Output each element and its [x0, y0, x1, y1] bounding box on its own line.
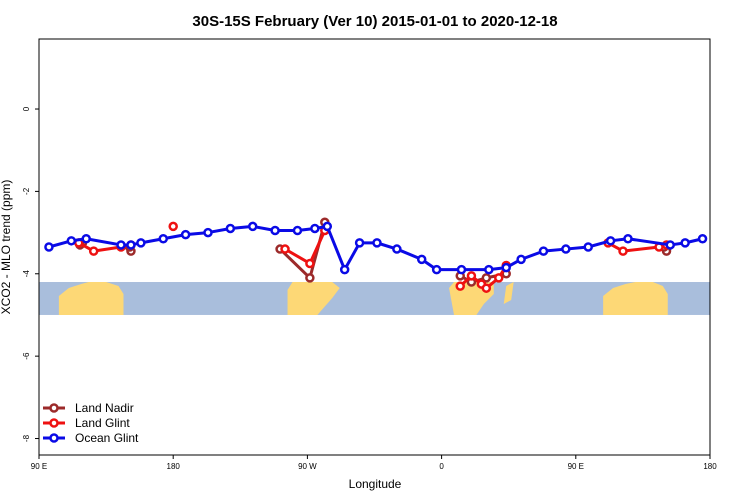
- ocean-glint-point: [44, 242, 54, 252]
- ocean-glint-point: [126, 240, 136, 250]
- ocean-glint-point: [680, 238, 690, 248]
- legend-land-nadir-label: Land Nadir: [75, 401, 134, 415]
- legend-ocean-glint-marker: [49, 433, 59, 443]
- ocean-glint-point: [665, 240, 675, 250]
- series-layer: [44, 217, 708, 293]
- land-glint-point: [88, 246, 99, 256]
- madagascar-shape: [503, 282, 514, 305]
- south-america-shape: [287, 282, 340, 315]
- ocean-glint-point: [354, 238, 365, 248]
- ocean-glint-point: [561, 244, 571, 254]
- ocean-glint-point: [623, 234, 633, 244]
- australia-right-shape: [603, 282, 668, 315]
- ocean-glint-point: [116, 240, 126, 250]
- y-tick-label: -8: [22, 434, 31, 442]
- ocean-glint-point: [292, 225, 303, 236]
- ocean-glint-point: [538, 246, 549, 256]
- x-axis-label: Longitude: [349, 477, 402, 491]
- legend-land-nadir-marker: [49, 403, 59, 413]
- ocean-glint-point: [66, 236, 77, 246]
- ocean-glint-point: [583, 242, 593, 252]
- y-tick-label: -6: [22, 352, 31, 360]
- ocean-glint-series: [44, 221, 708, 275]
- x-tick-label: 180: [167, 462, 181, 471]
- land-glint-point: [618, 246, 628, 256]
- land-nadir-point: [481, 273, 492, 283]
- ocean-glint-point: [605, 236, 616, 246]
- ocean-glint-point: [697, 234, 708, 244]
- y-axis: 0 -2 -4 -6 -8: [22, 106, 39, 442]
- ocean-glint-point: [322, 221, 333, 232]
- ocean-glint-point: [81, 234, 91, 244]
- ocean-glint-point: [339, 264, 350, 275]
- ocean-glint-point: [310, 223, 320, 234]
- chart-title: 30S-15S February (Ver 10) 2015-01-01 to …: [192, 13, 557, 30]
- legend-land-glint-marker: [49, 418, 59, 428]
- ocean-glint-point: [431, 264, 442, 275]
- ocean-glint-point: [136, 238, 146, 248]
- ocean-band: [39, 282, 710, 315]
- x-tick-label: 90 W: [298, 462, 317, 471]
- map-band: [39, 282, 710, 315]
- land-glint-point: [481, 283, 492, 293]
- ocean-glint-point: [225, 223, 236, 234]
- y-axis-label: XCO2 - MLO trend (ppm): [0, 180, 13, 315]
- ocean-glint-point: [270, 225, 280, 236]
- ocean-glint-point: [158, 234, 169, 244]
- ocean-glint-point: [372, 238, 382, 248]
- ocean-glint-point: [392, 244, 402, 254]
- land-glint-point: [168, 221, 178, 232]
- ocean-glint-point: [247, 221, 258, 232]
- x-tick-label: 0: [439, 462, 444, 471]
- y-tick-label: -4: [22, 270, 31, 278]
- land-glint-point: [466, 271, 477, 281]
- plot-frame: [38, 38, 711, 456]
- land-glint-point: [280, 244, 290, 254]
- x-tick-label: 90 E: [568, 462, 584, 471]
- ocean-glint-point: [203, 227, 213, 238]
- ocean-glint-point: [501, 262, 511, 273]
- land-glint-point: [305, 258, 315, 269]
- y-tick-label: 0: [22, 106, 31, 111]
- australia-left-shape: [58, 282, 124, 315]
- legend-ocean-glint-label: Ocean Glint: [75, 431, 139, 445]
- ocean-glint-point: [416, 254, 427, 265]
- x-tick-label: 90 E: [31, 462, 47, 471]
- ocean-glint-point: [484, 264, 494, 275]
- x-axis: 90 E 180 90 W 0 90 E 180: [31, 455, 717, 471]
- ocean-glint-point: [456, 264, 467, 275]
- land-glint-point: [455, 281, 465, 291]
- ocean-glint-point: [180, 229, 191, 240]
- legend-land-glint-label: Land Glint: [75, 416, 130, 430]
- ocean-glint-point: [516, 254, 526, 265]
- land-nadir-point: [305, 273, 315, 283]
- y-tick-label: -2: [22, 187, 31, 195]
- land-glint-point: [494, 273, 504, 283]
- ocean-glint-line: [48, 224, 703, 272]
- x-tick-label: 180: [703, 462, 717, 471]
- land-glint-series: [74, 221, 672, 293]
- land-nadir-series: [75, 217, 672, 287]
